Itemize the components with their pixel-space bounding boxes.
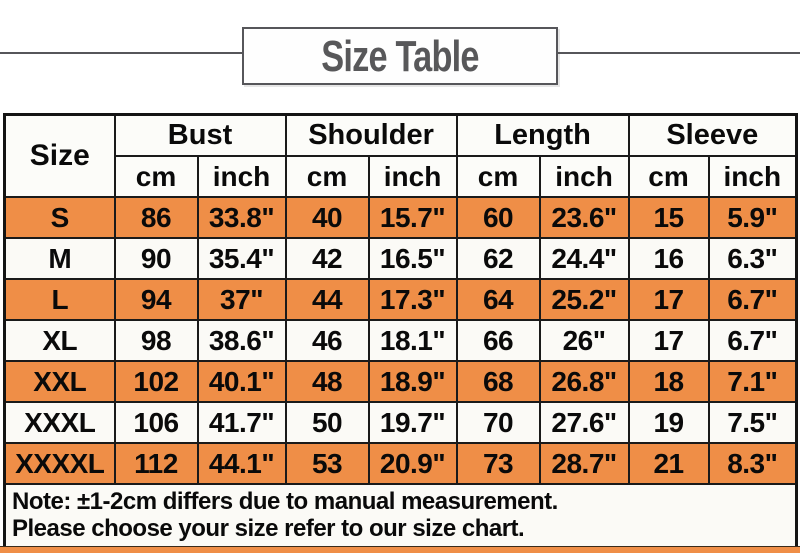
column-group-sleeve: Sleeve (627, 113, 798, 157)
size-cell: XXL (3, 360, 116, 403)
size-cell: L (3, 278, 116, 321)
unit-header-cm: cm (284, 155, 370, 198)
value-cell: 40.1" (196, 360, 287, 403)
column-group-bust: Bust (113, 113, 287, 157)
value-cell: 8.3" (707, 442, 798, 485)
value-cell: 24.4" (538, 237, 630, 280)
column-group-length: Length (455, 113, 630, 157)
value-cell: 62 (455, 237, 541, 280)
page-title: Size Table (321, 32, 479, 81)
value-cell: 106 (113, 401, 199, 444)
banner-box: Size Table (242, 27, 558, 85)
value-cell: 86 (113, 196, 199, 239)
value-cell: 60 (455, 196, 541, 239)
value-cell: 27.6" (538, 401, 630, 444)
unit-header-row: cm inch cm inch cm inch cm inch (5, 155, 798, 198)
value-cell: 19 (627, 401, 710, 444)
value-cell: 18 (627, 360, 710, 403)
value-cell: 25.2" (538, 278, 630, 321)
value-cell: 98 (113, 319, 199, 362)
value-cell: 70 (455, 401, 541, 444)
notes-row: Note: ±1-2cm differs due to manual measu… (3, 483, 798, 549)
banner: Size Table (0, 0, 800, 113)
value-cell: 35.4" (196, 237, 287, 280)
value-cell: 17 (627, 278, 710, 321)
value-cell: 94 (113, 278, 199, 321)
value-cell: 40 (284, 196, 370, 239)
notes-cell: Note: ±1-2cm differs due to manual measu… (3, 483, 798, 549)
cropped-row-strip (0, 546, 800, 553)
value-cell: 17 (627, 319, 710, 362)
size-cell: XXXL (3, 401, 116, 444)
table-row: XL 98 38.6" 46 18.1" 66 26" 17 6.7" (3, 319, 798, 362)
table-row: XXXL 106 41.7" 50 19.7" 70 27.6" 19 7.5" (3, 401, 798, 444)
value-cell: 46 (284, 319, 370, 362)
value-cell: 48 (284, 360, 370, 403)
value-cell: 21 (627, 442, 710, 485)
value-cell: 23.6" (538, 196, 630, 239)
note-choose-size: Please choose your size refer to our siz… (12, 515, 525, 542)
unit-header-cm: cm (455, 155, 541, 198)
value-cell: 64 (455, 278, 541, 321)
column-header-size: Size (3, 113, 116, 198)
value-cell: 42 (284, 237, 370, 280)
value-cell: 26" (538, 319, 630, 362)
size-cell: XXXXL (3, 442, 116, 485)
value-cell: 41.7" (196, 401, 287, 444)
value-cell: 28.7" (538, 442, 630, 485)
value-cell: 15 (627, 196, 710, 239)
value-cell: 33.8" (196, 196, 287, 239)
value-cell: 37" (196, 278, 287, 321)
unit-header-cm: cm (627, 155, 710, 198)
value-cell: 50 (284, 401, 370, 444)
value-cell: 20.9" (367, 442, 458, 485)
table-row: XXXXL 112 44.1" 53 20.9" 73 28.7" 21 8.3… (3, 442, 798, 485)
value-cell: 5.9" (707, 196, 798, 239)
value-cell: 112 (113, 442, 199, 485)
value-cell: 102 (113, 360, 199, 403)
table-row: M 90 35.4" 42 16.5" 62 24.4" 16 6.3" (3, 237, 798, 280)
value-cell: 6.3" (707, 237, 798, 280)
table-row: L 94 37" 44 17.3" 64 25.2" 17 6.7" (3, 278, 798, 321)
value-cell: 16.5" (367, 237, 458, 280)
value-cell: 90 (113, 237, 199, 280)
value-cell: 16 (627, 237, 710, 280)
value-cell: 7.5" (707, 401, 798, 444)
value-cell: 53 (284, 442, 370, 485)
value-cell: 68 (455, 360, 541, 403)
value-cell: 7.1" (707, 360, 798, 403)
value-cell: 26.8" (538, 360, 630, 403)
value-cell: 6.7" (707, 319, 798, 362)
value-cell: 38.6" (196, 319, 287, 362)
value-cell: 6.7" (707, 278, 798, 321)
size-cell: XL (3, 319, 116, 362)
value-cell: 44.1" (196, 442, 287, 485)
value-cell: 44 (284, 278, 370, 321)
unit-header-inch: inch (367, 155, 458, 198)
value-cell: 18.9" (367, 360, 458, 403)
table-row: XXL 102 40.1" 48 18.9" 68 26.8" 18 7.1" (3, 360, 798, 403)
unit-header-cm: cm (113, 155, 199, 198)
size-cell: M (3, 237, 116, 280)
size-cell: S (3, 196, 116, 239)
value-cell: 73 (455, 442, 541, 485)
group-header-row: Size Bust Shoulder Length Sleeve (3, 113, 798, 198)
value-cell: 15.7" (367, 196, 458, 239)
unit-header-inch: inch (538, 155, 630, 198)
unit-header-inch: inch (707, 155, 798, 198)
column-group-shoulder: Shoulder (284, 113, 458, 157)
table-row: S 86 33.8" 40 15.7" 60 23.6" 15 5.9" (3, 196, 798, 239)
unit-header-inch: inch (196, 155, 287, 198)
value-cell: 17.3" (367, 278, 458, 321)
value-cell: 19.7" (367, 401, 458, 444)
value-cell: 18.1" (367, 319, 458, 362)
note-measurement: Note: ±1-2cm differs due to manual measu… (12, 488, 558, 515)
size-table: Size Bust Shoulder Length Sleeve cm inch… (3, 113, 799, 549)
value-cell: 66 (455, 319, 541, 362)
